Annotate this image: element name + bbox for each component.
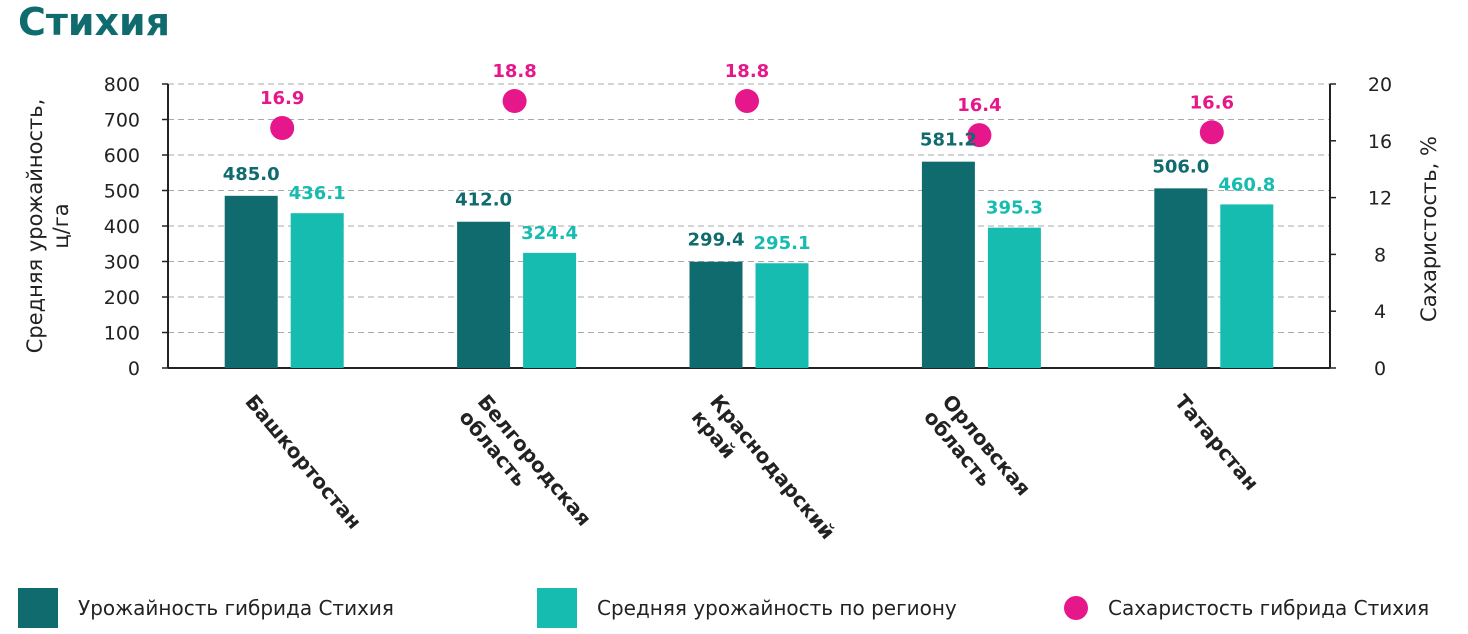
bar-yield bbox=[689, 261, 743, 368]
legend-swatch-region bbox=[537, 588, 577, 628]
y-tick-label: 500 bbox=[104, 181, 140, 203]
legend-item-sugar: Сахаристость гибрида Стихия bbox=[1064, 586, 1429, 630]
y-tick-label: 0 bbox=[128, 358, 140, 380]
category-label: Краснодарскийкрай bbox=[687, 390, 840, 560]
data-label-region: 460.8 bbox=[1218, 174, 1275, 195]
chart: 0 100 200 300 400 500 600 700 800 0 4 8 12 16 20 Средня… bbox=[23, 61, 1441, 560]
y-tick-label: 100 bbox=[104, 323, 140, 345]
y-tick-label: 800 bbox=[104, 74, 140, 96]
chart-title: Стихия bbox=[18, 0, 171, 44]
sugar-point bbox=[1199, 120, 1224, 145]
grid bbox=[168, 83, 1330, 333]
category-label: Татарстан bbox=[1170, 390, 1264, 495]
labels: 485.0 436.1 16.9 Башкортостан 412.0 324.4 18.8… bbox=[223, 61, 1276, 560]
category-label: Башкортостан bbox=[240, 390, 366, 534]
data-label-region: 295.1 bbox=[754, 233, 811, 254]
y-tick-label: 600 bbox=[104, 145, 140, 167]
y2-tick-label: 8 bbox=[1374, 244, 1386, 266]
sugar-point bbox=[967, 123, 992, 148]
data-label-yield: 299.4 bbox=[688, 230, 745, 251]
y-axis-label: Средняя урожайность,ц/га bbox=[23, 99, 73, 354]
data-label-sugar: 16.9 bbox=[260, 88, 304, 109]
data-label-yield: 485.0 bbox=[223, 164, 280, 185]
category-label: Белгородскаяобласть bbox=[454, 390, 596, 546]
data-label-sugar: 16.6 bbox=[1190, 92, 1234, 113]
data-label-yield: 506.0 bbox=[1152, 156, 1209, 177]
y2-axis-label: Сахаристость, % bbox=[1417, 136, 1441, 322]
data-label-region: 436.1 bbox=[289, 183, 346, 204]
legend-label-yield: Урожайность гибрида Стихия bbox=[78, 596, 394, 620]
bar-region bbox=[987, 227, 1041, 368]
data-label-region: 324.4 bbox=[521, 223, 578, 244]
sugar-point bbox=[270, 116, 295, 141]
y2-tick-label: 4 bbox=[1374, 301, 1386, 323]
y2-tick-label: 0 bbox=[1374, 358, 1386, 380]
y2-tick-label: 16 bbox=[1368, 131, 1392, 153]
y-tick-label: 400 bbox=[104, 216, 140, 238]
y-tick-label: 300 bbox=[104, 252, 140, 274]
data-label-sugar: 16.4 bbox=[957, 95, 1001, 116]
bar-region bbox=[523, 252, 577, 368]
data-label-yield: 581.2 bbox=[920, 130, 977, 151]
bar-yield bbox=[1154, 188, 1208, 368]
bar-region bbox=[290, 213, 344, 368]
axes: 0 100 200 300 400 500 600 700 800 0 4 8 12 16 20 Средня… bbox=[23, 74, 1441, 380]
y2-tick-label: 12 bbox=[1368, 188, 1392, 210]
legend-label-sugar: Сахаристость гибрида Стихия bbox=[1108, 596, 1430, 620]
legend-label-region: Средняя урожайность по региону bbox=[597, 596, 957, 620]
bar-yield bbox=[457, 221, 511, 368]
data-label-yield: 412.0 bbox=[455, 190, 512, 211]
bar-yield bbox=[224, 195, 278, 368]
bar-region bbox=[755, 263, 809, 368]
data-label-sugar: 18.8 bbox=[725, 61, 769, 82]
category-label: Орловскаяобласть bbox=[919, 390, 1036, 516]
bars bbox=[224, 161, 1274, 368]
y-tick-label: 200 bbox=[104, 287, 140, 309]
legend-dot-sugar bbox=[1064, 596, 1088, 620]
legend-swatch-yield bbox=[18, 588, 58, 628]
y2-tick-label: 20 bbox=[1368, 74, 1392, 96]
data-label-region: 395.3 bbox=[986, 198, 1043, 219]
legend-item-region: Средняя урожайность по региону bbox=[537, 586, 957, 630]
sugar-point bbox=[502, 89, 527, 114]
sugar-points bbox=[270, 89, 1224, 148]
data-label-sugar: 18.8 bbox=[492, 61, 536, 82]
legend-item-yield: Урожайность гибрида Стихия bbox=[18, 586, 394, 630]
sugar-point bbox=[735, 89, 759, 114]
bar-yield bbox=[921, 161, 975, 368]
bar-region bbox=[1220, 204, 1274, 368]
y-tick-label: 700 bbox=[104, 110, 140, 132]
